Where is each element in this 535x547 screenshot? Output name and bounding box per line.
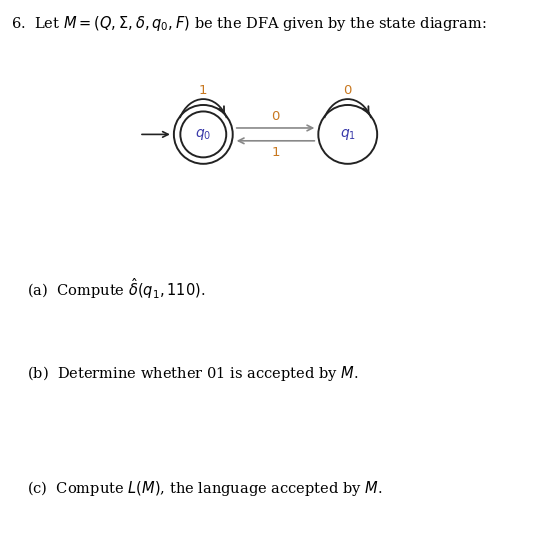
Circle shape bbox=[318, 105, 377, 164]
Text: 6.  Let $M = (Q, \Sigma, \delta, q_0, F)$ be the DFA given by the state diagram:: 6. Let $M = (Q, \Sigma, \delta, q_0, F)$… bbox=[11, 14, 486, 33]
Text: 0: 0 bbox=[343, 84, 352, 97]
Text: (a)  Compute $\hat{\delta}(q_1, 110)$.: (a) Compute $\hat{\delta}(q_1, 110)$. bbox=[27, 276, 205, 301]
Text: 0: 0 bbox=[271, 110, 280, 123]
Text: (c)  Compute $L(M)$, the language accepted by $M$.: (c) Compute $L(M)$, the language accepte… bbox=[27, 480, 383, 498]
Circle shape bbox=[174, 105, 233, 164]
Text: $q_0$: $q_0$ bbox=[195, 127, 211, 142]
Text: $q_1$: $q_1$ bbox=[340, 127, 356, 142]
Text: 1: 1 bbox=[271, 146, 280, 159]
Text: 1: 1 bbox=[199, 84, 208, 97]
Text: (b)  Determine whether 01 is accepted by $M$.: (b) Determine whether 01 is accepted by … bbox=[27, 364, 358, 383]
